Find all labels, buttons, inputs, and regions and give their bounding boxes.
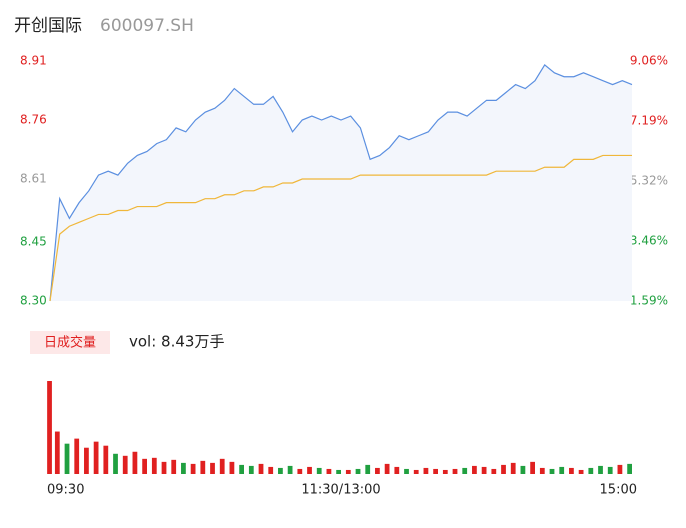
volume-bar	[248, 465, 254, 474]
volume-bar	[103, 445, 109, 474]
volume-bar	[501, 464, 506, 474]
volume-bar	[384, 463, 390, 474]
volume-bar	[442, 469, 448, 474]
volume-bar	[297, 468, 303, 474]
volume-bar	[142, 458, 147, 474]
price-line	[49, 64, 633, 302]
volume-bar	[462, 467, 468, 474]
volume-bar	[268, 466, 274, 474]
volume-bar	[345, 469, 351, 474]
volume-bar	[190, 463, 196, 474]
volume-bar	[210, 462, 215, 474]
volume-bar	[171, 459, 177, 474]
volume-bar	[84, 447, 89, 474]
volume-bar	[491, 468, 497, 474]
volume-bar	[239, 464, 244, 474]
volume-bar	[530, 461, 535, 474]
volume-bar	[375, 467, 380, 474]
volume-bar	[549, 468, 555, 474]
volume-bar	[598, 465, 603, 474]
y2-tick-label: 1.59%	[630, 294, 668, 308]
volume-summary: vol: 8.43万手	[129, 333, 224, 351]
x-tick-label: 09:30	[47, 483, 84, 498]
volume-bar	[413, 469, 419, 474]
volume-bar	[326, 468, 332, 474]
volume-bar	[229, 461, 235, 474]
x-tick-label: 15:00	[600, 483, 637, 498]
volume-bar	[510, 462, 516, 474]
volume-legend-box	[30, 331, 110, 354]
volume-legend: 日成交量	[44, 335, 96, 351]
x-tick-label: 11:30/13:00	[301, 483, 380, 498]
volume-bar	[559, 466, 565, 474]
y-tick-label: 8.91	[20, 54, 47, 68]
volume-bar	[423, 467, 429, 474]
y-tick-label: 8.61	[20, 172, 47, 186]
y-tick-label: 8.45	[20, 234, 47, 248]
volume-bar	[64, 443, 70, 474]
volume-bar	[404, 468, 409, 474]
volume-bar	[336, 469, 341, 474]
volume-bar	[578, 469, 584, 474]
volume-bar	[122, 455, 128, 474]
volume-bar	[132, 451, 138, 474]
volume-bar	[47, 381, 52, 474]
volume-bar	[627, 463, 632, 474]
volume-bar	[520, 465, 526, 474]
y-tick-label: 8.76	[20, 113, 47, 127]
volume-bar	[316, 467, 322, 474]
price-area	[50, 64, 632, 302]
volume-bar	[93, 441, 99, 474]
volume-bar	[161, 461, 167, 474]
volume-bar	[151, 457, 157, 474]
y2-tick-label: 7.19%	[630, 114, 668, 128]
volume-bar	[539, 467, 545, 474]
y-tick-label: 8.30	[20, 294, 47, 308]
volume-bar	[569, 467, 574, 474]
volume-bar	[307, 466, 312, 474]
volume-bar	[481, 466, 487, 474]
volume-bar	[355, 468, 361, 474]
volume-bar	[433, 468, 438, 474]
y2-tick-label: 5.32%	[630, 174, 668, 188]
y2-tick-label: 9.06%	[630, 54, 668, 68]
volume-bar	[74, 438, 80, 474]
volume-bar	[607, 466, 613, 474]
volume-bar	[394, 466, 400, 474]
volume-bar	[472, 465, 477, 474]
volume-bar	[452, 468, 458, 474]
volume-bar	[617, 464, 623, 474]
stock-name: 开创国际	[14, 16, 82, 36]
volume-bar	[278, 467, 283, 474]
volume-bar	[200, 460, 206, 474]
volume-bar	[181, 462, 186, 474]
stock-code: 600097.SH	[100, 16, 194, 36]
volume-bar	[113, 453, 118, 474]
volume-bar	[588, 467, 594, 474]
volume-bar	[219, 458, 225, 474]
volume-bar	[287, 465, 293, 474]
y2-tick-label: 3.46%	[630, 233, 668, 247]
volume-bar	[54, 431, 60, 474]
volume-bar	[365, 464, 371, 474]
average-line	[49, 154, 632, 302]
volume-bar	[258, 463, 264, 474]
